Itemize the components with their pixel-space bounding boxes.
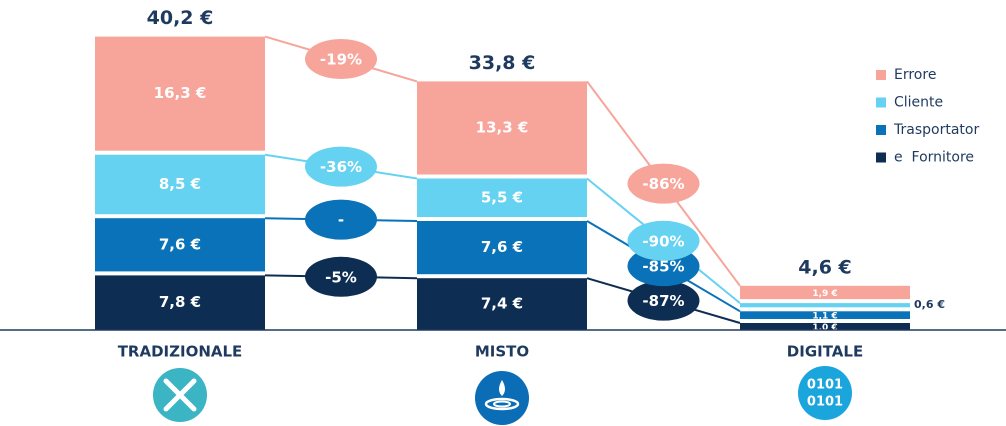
category-label: DIGITALE <box>787 343 863 361</box>
bar-segment <box>740 323 910 330</box>
bars: 7,8 € 7,6 € 8,5 € 16,3 € 7,4 € 7,6 € 5,5 € 13,3… <box>95 36 945 333</box>
bar-segment <box>417 278 587 330</box>
value-label: 7,4 € <box>481 295 523 313</box>
value-label: 5,5 € <box>481 188 523 206</box>
value-label: 1,1 € <box>812 312 837 322</box>
legend-swatch <box>876 97 886 108</box>
bar-segment <box>95 218 265 272</box>
change-bubble <box>627 163 700 204</box>
icon-tools <box>153 368 207 422</box>
change-label: -19% <box>320 51 362 69</box>
value-label: 1,0 € <box>812 323 837 333</box>
legend-label: Trasportator <box>893 122 979 138</box>
value-label: 7,8 € <box>159 293 201 311</box>
bar-segment <box>740 311 910 319</box>
bar-segment <box>417 221 587 275</box>
change-label: -36% <box>320 158 362 176</box>
legend-label: e Fornitore <box>894 150 974 166</box>
change-label: - <box>338 211 344 229</box>
bar-segment <box>95 154 265 215</box>
category-label: MISTO <box>475 343 529 361</box>
change-label: -5% <box>325 268 357 286</box>
value-label: 8,5 € <box>159 175 201 193</box>
total-label: 40,2 € <box>147 7 214 29</box>
value-label: 16,3 € <box>154 84 207 102</box>
category-label: TRADIZIONALE <box>118 343 243 361</box>
legend-swatch <box>876 125 886 135</box>
value-label: 0,6 € <box>914 298 945 311</box>
icon-binary: 0101 0101 <box>798 366 852 420</box>
change-label: -86% <box>642 175 684 193</box>
bar-segment <box>95 36 265 151</box>
bubbles: -5% -87% - -85% -36% -90% -19% -86% <box>305 39 700 321</box>
value-label: 13,3 € <box>476 118 529 136</box>
bar-segment <box>95 275 265 330</box>
change-label: -90% <box>642 232 684 250</box>
legend-label: Cliente <box>894 95 943 111</box>
value-label: 7,6 € <box>159 235 201 253</box>
value-label: 7,6 € <box>481 238 523 256</box>
total-label: 4,6 € <box>798 256 852 278</box>
change-label: -85% <box>642 258 684 276</box>
bar-segment <box>417 178 587 217</box>
change-bubble <box>305 146 377 187</box>
change-bubble <box>627 220 700 261</box>
change-bubble <box>305 199 377 240</box>
change-bubble <box>305 39 377 79</box>
change-bubble <box>305 256 377 297</box>
bar-segment <box>740 303 910 308</box>
total-label: 33,8 € <box>469 52 536 74</box>
bar-segment <box>417 81 587 175</box>
legend-label: Errore <box>894 67 936 83</box>
svg-text:0101: 0101 <box>807 378 843 393</box>
legend-swatch <box>876 70 886 80</box>
legend-swatch <box>876 152 886 163</box>
bar-segment <box>740 285 910 300</box>
svg-text:0101: 0101 <box>807 395 843 410</box>
icon-drop <box>475 371 529 425</box>
value-label: 1,9 € <box>812 289 837 299</box>
change-label: -87% <box>642 292 684 310</box>
change-bubble <box>627 280 700 321</box>
